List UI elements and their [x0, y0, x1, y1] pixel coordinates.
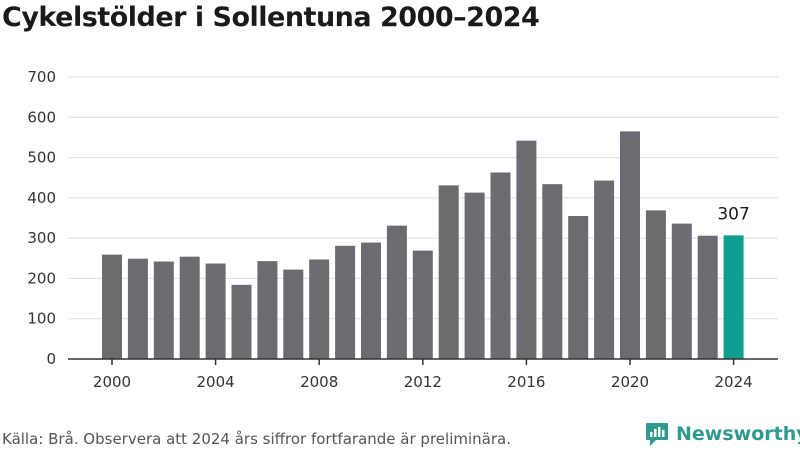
bar-2019	[594, 180, 615, 359]
y-axis-ticks: 0 100 200 300 400 500 600 700	[27, 68, 56, 368]
bar-2006	[257, 261, 278, 359]
bar-2011	[386, 225, 407, 359]
data-labels: 307	[717, 204, 749, 224]
bar-2001	[127, 258, 148, 359]
bar-2020	[620, 131, 640, 359]
bar-2017	[542, 184, 563, 359]
bar-2005	[231, 284, 252, 359]
bar-2012	[412, 250, 433, 359]
data-label-2024: 307	[717, 204, 749, 224]
bar-2016	[516, 140, 537, 359]
bars	[102, 131, 744, 359]
brand-name: Newsworthy	[676, 423, 800, 445]
bar-2024	[723, 235, 744, 359]
bar-2000	[102, 254, 122, 359]
x-tick-label: 2016	[507, 373, 545, 391]
bar-2022	[671, 223, 692, 359]
bar-2008	[309, 259, 330, 359]
y-tick-label: 300	[27, 229, 56, 247]
bar-2023	[697, 235, 718, 359]
y-tick-label: 600	[27, 108, 56, 126]
y-tick-label: 700	[27, 68, 56, 86]
source-note: Källa: Brå. Observera att 2024 års siffr…	[2, 430, 511, 448]
bar-2015	[490, 172, 511, 359]
y-tick-label: 400	[27, 189, 56, 207]
x-axis: 2000 2004 2008 2012 2016 2020 2024	[68, 358, 778, 391]
bar-2004	[205, 263, 226, 359]
bar-2009	[335, 245, 356, 359]
bar-2007	[283, 269, 304, 359]
y-tick-label: 100	[27, 310, 56, 328]
y-tick-label: 0	[46, 350, 56, 368]
bar-2021	[645, 210, 666, 359]
y-tick-label: 200	[27, 269, 56, 287]
bar-2018	[568, 215, 589, 359]
bar-2013	[438, 185, 459, 359]
y-tick-label: 500	[27, 149, 56, 167]
bar-2014	[464, 192, 485, 359]
newsworthy-logo-icon	[646, 423, 668, 446]
x-tick-label: 2020	[611, 373, 649, 391]
x-tick-label: 2004	[197, 373, 235, 391]
bar-2003	[179, 256, 200, 359]
bar-2002	[153, 261, 174, 359]
x-tick-label: 2008	[300, 373, 338, 391]
x-tick-label: 2000	[93, 373, 131, 391]
bar-2010	[361, 242, 381, 359]
chart-title: Cykelstölder i Sollentuna 2000–2024	[2, 2, 540, 33]
brand-logo: Newsworthy	[644, 421, 800, 447]
x-tick-label: 2024	[715, 373, 753, 391]
x-tick-label: 2012	[404, 373, 442, 391]
